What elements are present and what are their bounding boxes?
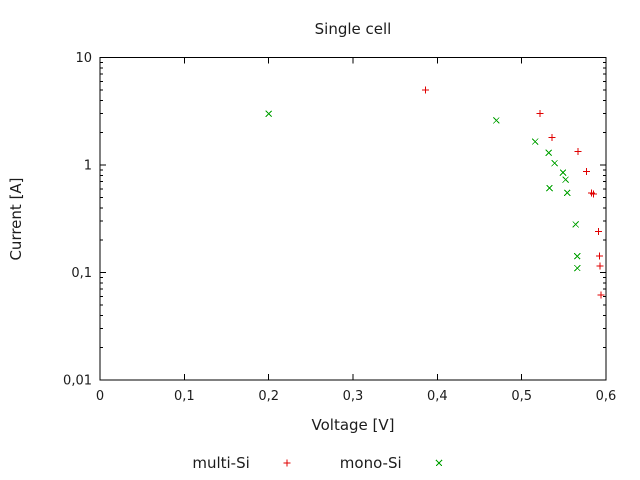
chart-title: Single cell [314, 20, 392, 38]
data-point-multi-Si [589, 190, 597, 198]
legend-label-multi-si: multi-Si [192, 454, 250, 472]
data-point-mono-Si [573, 264, 581, 272]
data-point-multi-Si [583, 168, 591, 176]
legend-marker-glyph-mono-Si [435, 459, 442, 467]
data-point-mono-Si [573, 252, 581, 260]
chart-legend: multi-Si mono-Si [0, 454, 640, 472]
data-point-mono-Si [545, 149, 553, 157]
x-tick-label: 0 [96, 389, 104, 404]
data-point-multi-Si [596, 262, 604, 270]
legend-item-multi-si: multi-Si [192, 454, 295, 472]
x-tick-label: 0,5 [511, 389, 532, 404]
data-point-multi-Si [595, 252, 603, 260]
data-point-mono-Si [546, 184, 553, 192]
legend-label-mono-si: mono-Si [339, 454, 402, 472]
x-tick-label: 0,1 [174, 389, 195, 404]
x-axis-title: Voltage [V] [311, 416, 395, 434]
plot-frame [99, 57, 607, 381]
x-tick-label: 0,2 [258, 389, 279, 404]
data-point-multi-Si [536, 110, 544, 118]
data-point-multi-Si [574, 148, 582, 156]
y-tick-label: 0,1 [71, 266, 92, 281]
data-point-mono-Si [562, 176, 569, 184]
data-point-mono-Si [563, 189, 571, 197]
data-point-mono-Si [531, 138, 539, 145]
data-point-mono-Si [493, 117, 500, 124]
plus-marker-icon [283, 459, 291, 467]
data-point-mono-Si [551, 159, 558, 167]
legend-item-mono-si: mono-Si [340, 454, 448, 472]
data-point-multi-Si [588, 189, 596, 197]
legend-marker-glyph-multi-Si [283, 459, 291, 467]
data-point-mono-Si [265, 110, 273, 118]
x-tick-label: 0,4 [427, 389, 448, 404]
data-point-multi-Si [594, 228, 602, 236]
x-tick-label: 0,3 [343, 389, 364, 404]
y-tick-label: 10 [75, 51, 92, 66]
x-tick-label: 0,6 [596, 389, 617, 404]
data-point-multi-Si [422, 86, 430, 94]
y-tick-label: 1 [84, 159, 92, 174]
data-point-mono-Si [559, 169, 567, 176]
data-point-multi-Si [548, 134, 556, 142]
data-point-mono-Si [572, 221, 579, 228]
y-tick-label: 0,01 [63, 374, 92, 389]
cross-marker-icon [435, 459, 442, 467]
data-point-multi-Si [597, 291, 605, 299]
